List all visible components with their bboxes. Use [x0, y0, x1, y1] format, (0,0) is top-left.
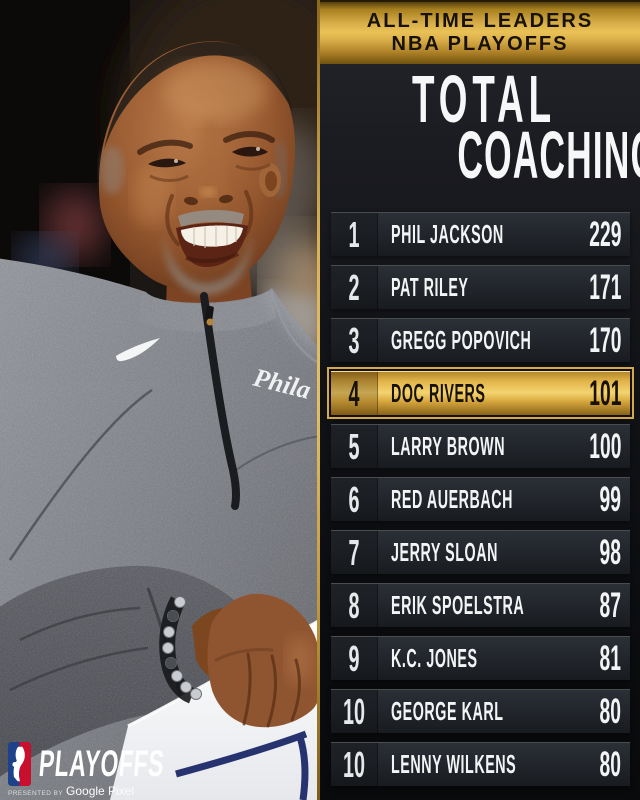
leaderboard-row-8: 8 ERIK SPOELSTRA 87 — [331, 583, 630, 627]
playoffs-wordmark: PLAYOFFS — [37, 743, 167, 784]
rank-number: 5 — [348, 425, 360, 467]
hand — [207, 593, 320, 728]
leaderboard-row-5: 5 LARRY BROWN 100 — [331, 424, 630, 468]
coach-name: RED AUERBACH — [391, 484, 514, 514]
wins-value: 171 — [588, 267, 621, 307]
rank-number: 9 — [348, 637, 360, 679]
coach-name: JERRY SLOAN — [391, 537, 498, 567]
hair — [104, 41, 293, 151]
rank-number: 6 — [348, 478, 360, 520]
rank-number: 8 — [348, 584, 360, 626]
leaderboard: 1 PHIL JACKSON 229 2 PAT RILEY 171 3 GRE… — [331, 212, 630, 795]
zipper — [200, 292, 241, 510]
wins-value: 81 — [599, 638, 621, 678]
leaderboard-panel: ALL-TIME LEADERS NBA PLAYOFFS TOTAL COAC… — [320, 0, 640, 800]
eyebrow — [137, 139, 193, 155]
wins-value: 87 — [599, 585, 621, 625]
wins-value: 170 — [588, 320, 621, 360]
coach-name: LENNY WILKENS — [391, 749, 517, 779]
gold-divider — [317, 0, 320, 800]
coach-name: LARRY BROWN — [391, 431, 506, 461]
sponsor-name: Google Pixel — [66, 784, 135, 798]
leaderboard-row-7: 7 JERRY SLOAN 98 — [331, 530, 630, 574]
wins-value: 80 — [599, 691, 621, 731]
banner-line2: NBA PLAYOFFS — [391, 33, 569, 55]
wins-value: 98 — [599, 532, 621, 572]
coach-head — [98, 41, 296, 306]
rank-number: 2 — [348, 266, 360, 308]
coach-name: ERIK SPOELSTRA — [391, 590, 525, 620]
coach-name: GREGG POPOVICH — [391, 325, 532, 355]
nba-logo — [8, 742, 31, 786]
coach-name: DOC RIVERS — [391, 378, 486, 408]
wins-value: 100 — [588, 426, 621, 466]
coach-name: PAT RILEY — [391, 272, 469, 302]
chart-title: TOTAL COACHING WINS — [320, 62, 640, 193]
bracelet — [159, 596, 202, 704]
leaderboard-row-highlighted: 4 DOC RIVERS 101 — [331, 371, 630, 415]
clipboard-line — [175, 730, 308, 778]
wins-value: 101 — [588, 373, 621, 413]
rank-number: 4 — [348, 372, 360, 414]
leaderboard-row-2: 2 PAT RILEY 171 — [331, 265, 630, 309]
nose — [188, 120, 231, 202]
nba-player-silhouette — [13, 746, 25, 782]
presented-by-label: PRESENTED BY — [8, 790, 64, 797]
beard — [163, 232, 252, 295]
leaderboard-row-3: 3 GREGG POPOVICH 170 — [331, 318, 630, 362]
leaderboard-row-9: 9 K.C. JONES 81 — [331, 636, 630, 680]
wins-value: 229 — [588, 214, 621, 254]
leaderboard-row-1: 1 PHIL JACKSON 229 — [331, 212, 630, 256]
basketball — [12, 761, 18, 767]
nike-swoosh-icon — [116, 338, 160, 362]
coach-photo: Phila — [0, 0, 320, 800]
leaderboard-row-10b: 10 LENNY WILKENS 80 — [331, 742, 630, 786]
coach-name: GEORGE KARL — [391, 696, 504, 726]
wins-value: 80 — [599, 744, 621, 784]
zipper-pull — [206, 318, 214, 326]
coach-name: PHIL JACKSON — [391, 219, 504, 249]
eyebrow — [223, 131, 275, 143]
title-line2: COACHING WINS — [457, 118, 640, 193]
wins-value: 99 — [599, 479, 621, 519]
rank-number: 1 — [348, 213, 360, 255]
leaderboard-row-6: 6 RED AUERBACH 99 — [331, 477, 630, 521]
banner: ALL-TIME LEADERS NBA PLAYOFFS — [320, 0, 640, 64]
rank-number: 3 — [348, 319, 360, 361]
title-line1: TOTAL — [412, 62, 557, 137]
banner-line1: ALL-TIME LEADERS — [366, 10, 594, 32]
mustache — [178, 210, 244, 227]
rank-number: 10 — [342, 690, 366, 732]
rank-number: 10 — [342, 743, 366, 785]
footer-lockup: PLAYOFFS PRESENTED BY Google Pixel — [8, 742, 241, 798]
coach-name: K.C. JONES — [391, 643, 478, 673]
rank-number: 7 — [348, 531, 360, 573]
leaderboard-row-10a: 10 GEORGE KARL 80 — [331, 689, 630, 733]
